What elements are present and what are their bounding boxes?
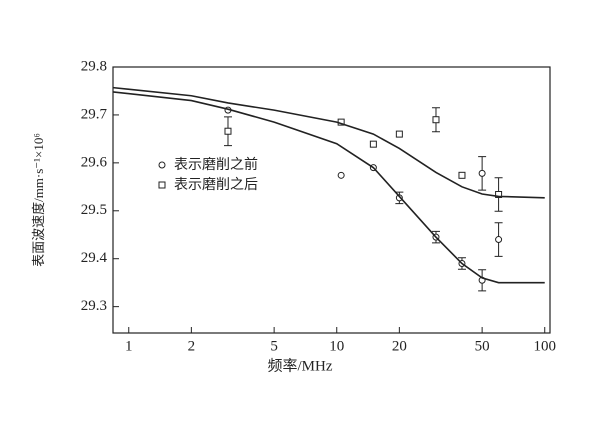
x-tick-label: 1 — [125, 338, 133, 354]
y-tick-label: 29.3 — [81, 298, 107, 314]
point — [395, 194, 403, 202]
y-tick-label: 29.7 — [81, 106, 108, 122]
point — [337, 171, 345, 179]
y-tick-label: 29.4 — [81, 250, 108, 266]
y-axis-label: 表面波速度/mm·s⁻¹×10⁶ — [31, 133, 46, 267]
y-tick-label: 29.8 — [81, 58, 107, 74]
y-tick-label: 29.5 — [81, 202, 107, 218]
point — [495, 190, 503, 198]
point — [458, 171, 466, 179]
point — [395, 130, 403, 138]
legend-symbol — [158, 181, 166, 189]
x-tick-label: 50 — [475, 338, 490, 354]
legend-label: 表示磨削之前 — [174, 156, 258, 173]
x-axis-label: 频率/MHz — [268, 357, 333, 374]
point — [432, 116, 440, 124]
plot-frame — [112, 66, 551, 334]
x-tick-label: 20 — [392, 338, 407, 354]
legend-symbol — [158, 161, 166, 169]
point — [369, 140, 377, 148]
fit-curve — [112, 86, 545, 199]
legend-label: 表示磨削之后 — [174, 177, 258, 193]
x-tick-label: 5 — [270, 338, 278, 354]
point — [224, 127, 232, 135]
x-tick-label: 10 — [329, 338, 344, 354]
y-tick-label: 29.6 — [81, 154, 108, 170]
point — [495, 236, 503, 244]
x-tick-label: 100 — [533, 338, 556, 354]
fit-curve — [112, 91, 545, 284]
point — [478, 169, 486, 177]
x-tick-label: 2 — [188, 338, 196, 354]
